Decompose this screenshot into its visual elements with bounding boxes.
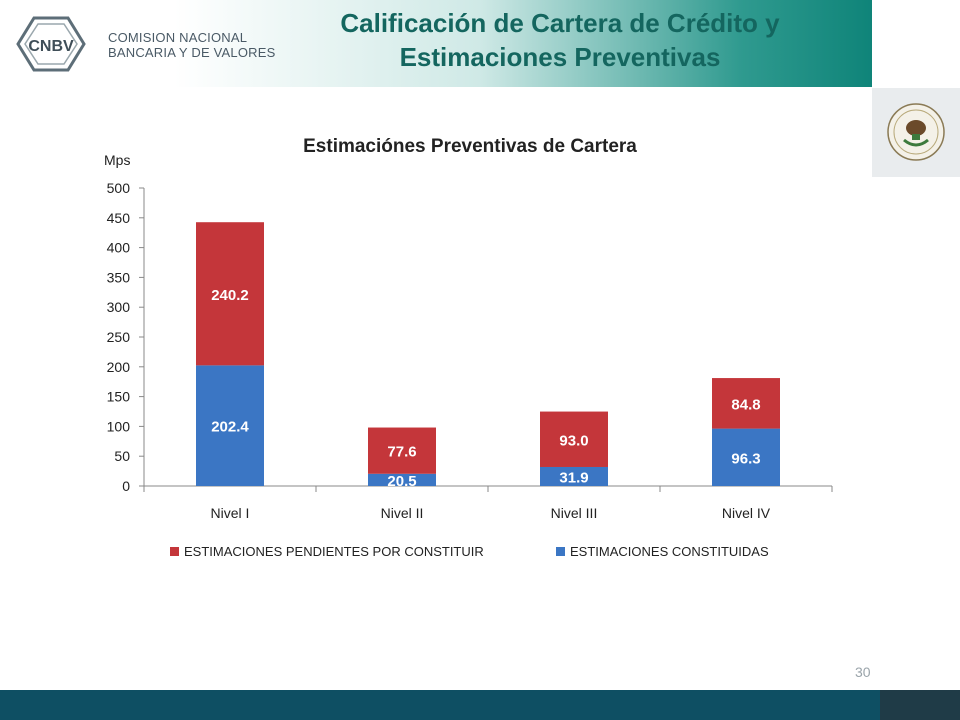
y-tick-label: 400 bbox=[107, 240, 131, 256]
chart-title: Estimaciónes Preventivas de Cartera bbox=[303, 136, 637, 157]
data-label: 240.2 bbox=[211, 287, 249, 304]
cnbv-logo: CNBV COMISION NACIONAL BANCARIA Y DE VAL… bbox=[16, 14, 276, 74]
y-axis-label: Mps bbox=[104, 152, 130, 168]
bar-constituidas bbox=[712, 428, 780, 486]
y-tick-label: 350 bbox=[107, 269, 131, 285]
legend-label-constituidas: ESTIMACIONES CONSTITUIDAS bbox=[570, 544, 769, 559]
footer-bar bbox=[0, 690, 960, 720]
header-band bbox=[0, 0, 872, 87]
x-tick-label: Nivel I bbox=[211, 505, 250, 521]
logo-line2: BANCARIA Y DE VALORES bbox=[108, 45, 276, 60]
logo-line1: COMISION NACIONAL bbox=[108, 30, 248, 45]
legend-item-constituidas: ESTIMACIONES CONSTITUIDAS bbox=[556, 544, 769, 559]
y-tick-label: 500 bbox=[107, 180, 131, 196]
y-tick-label: 100 bbox=[107, 418, 131, 434]
data-label: 93.0 bbox=[559, 432, 588, 449]
x-tick-label: Nivel II bbox=[381, 505, 424, 521]
page-title-line1: Calificación de Cartera de Crédito y bbox=[340, 8, 780, 38]
bar-constituidas bbox=[196, 365, 264, 486]
legend-swatch-pendientes bbox=[170, 547, 179, 556]
y-tick-label: 50 bbox=[114, 448, 130, 464]
bar-pendientes bbox=[540, 411, 608, 467]
x-tick-label: Nivel III bbox=[551, 505, 598, 521]
data-label: 77.6 bbox=[387, 444, 416, 461]
bar-constituidas bbox=[368, 473, 436, 486]
bar-constituidas bbox=[540, 466, 608, 486]
data-label: 20.5 bbox=[387, 473, 416, 490]
y-tick-label: 450 bbox=[107, 210, 131, 226]
bar-pendientes bbox=[196, 222, 264, 366]
y-tick-label: 0 bbox=[122, 478, 130, 494]
logo-abbrev: CNBV bbox=[28, 38, 74, 55]
page-title-line2: Estimaciones Preventivas bbox=[399, 42, 721, 72]
data-label: 31.9 bbox=[559, 469, 588, 486]
x-tick-label: Nivel IV bbox=[722, 505, 771, 521]
bar-pendientes bbox=[712, 378, 780, 429]
legend-swatch-constituidas bbox=[556, 547, 565, 556]
mexico-coat-of-arms-icon bbox=[887, 103, 945, 161]
legend-item-pendientes: ESTIMACIONES PENDIENTES POR CONSTITUIR bbox=[170, 544, 484, 559]
data-label: 202.4 bbox=[211, 419, 249, 436]
y-tick-label: 250 bbox=[107, 329, 131, 345]
seal-panel bbox=[872, 88, 960, 177]
chart-axes: 0 50 100 150 200 250 300 350 400 450 500 Nivel I Niv… bbox=[107, 180, 833, 521]
data-label: 84.8 bbox=[731, 396, 760, 413]
y-tick-label: 150 bbox=[107, 389, 131, 405]
bar-pendientes bbox=[368, 427, 436, 474]
chart-bars: 202.4 240.2 20.5 77.6 31.9 93.0 96.3 84.8 bbox=[196, 222, 780, 490]
y-tick-label: 200 bbox=[107, 359, 131, 375]
cnbv-logo-icon: CNBV bbox=[16, 16, 86, 72]
footer-bar-accent bbox=[880, 690, 960, 720]
data-label: 96.3 bbox=[731, 450, 760, 467]
page-number: 30 bbox=[855, 664, 871, 680]
legend-label-pendientes: ESTIMACIONES PENDIENTES POR CONSTITUIR bbox=[184, 544, 484, 559]
y-tick-label: 300 bbox=[107, 299, 131, 315]
